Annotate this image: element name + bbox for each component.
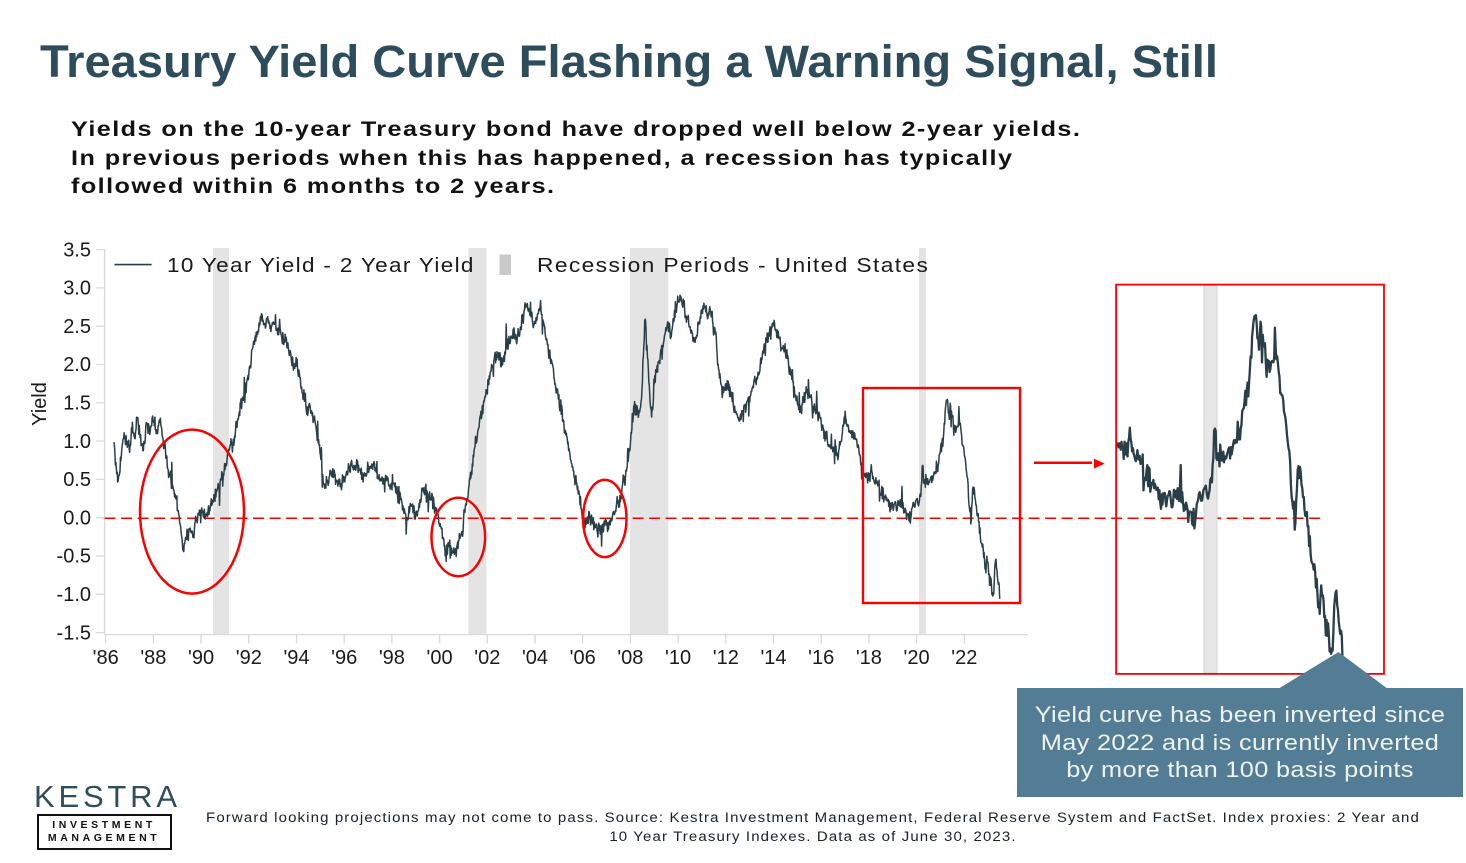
svg-text:3.5: 3.5 [63,239,91,261]
svg-text:1.5: 1.5 [63,393,91,415]
svg-text:'20: '20 [904,647,930,669]
svg-text:'02: '02 [474,647,500,669]
svg-text:Recession Periods - United Sta: Recession Periods - United States [537,254,929,276]
svg-text:'92: '92 [236,647,262,669]
svg-text:'00: '00 [427,647,453,669]
svg-text:'16: '16 [808,647,834,669]
svg-text:-1.5: -1.5 [57,622,91,644]
svg-text:'94: '94 [283,647,309,669]
svg-text:3.0: 3.0 [63,278,91,300]
svg-text:'12: '12 [713,647,739,669]
svg-text:0.5: 0.5 [63,469,91,491]
svg-text:'06: '06 [570,647,596,669]
svg-text:'14: '14 [760,647,786,669]
svg-text:Yield: Yield [29,382,51,426]
svg-text:0.0: 0.0 [63,507,91,529]
svg-text:1.0: 1.0 [63,431,91,453]
svg-text:'08: '08 [617,647,643,669]
svg-text:'88: '88 [140,647,166,669]
svg-text:'22: '22 [951,647,977,669]
svg-text:'04: '04 [522,647,548,669]
svg-text:'96: '96 [331,647,357,669]
svg-text:-1.0: -1.0 [57,584,91,606]
svg-text:'18: '18 [856,647,882,669]
svg-text:'86: '86 [93,647,119,669]
svg-text:2.0: 2.0 [63,354,91,376]
svg-text:-0.5: -0.5 [57,546,91,568]
svg-text:'90: '90 [188,647,214,669]
svg-text:'10: '10 [665,647,691,669]
svg-text:'98: '98 [379,647,405,669]
svg-text:10 Year Yield - 2 Year Yield: 10 Year Yield - 2 Year Yield [167,254,475,277]
svg-text:2.5: 2.5 [63,316,91,338]
